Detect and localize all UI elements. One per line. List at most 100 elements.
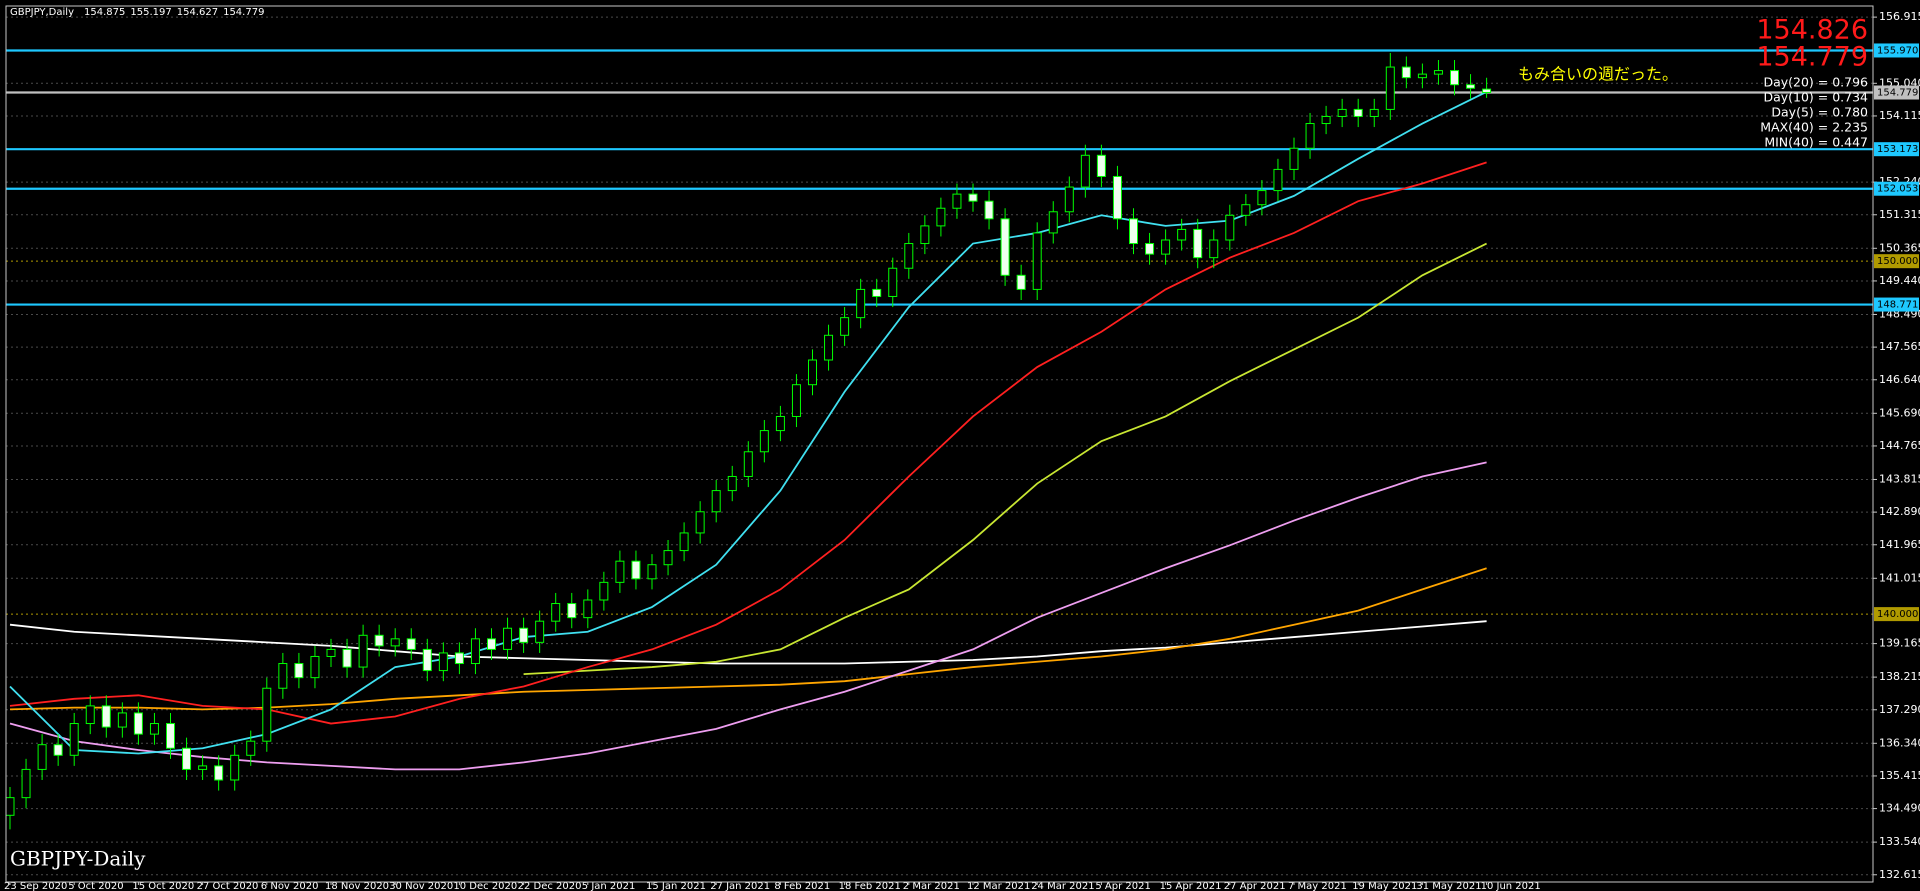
header-low: 154.627	[177, 7, 218, 18]
level-label-box	[1874, 254, 1919, 269]
candle-body	[968, 193, 978, 202]
y-tick-label: 133.540	[1879, 835, 1920, 848]
last-price: 154.779	[1756, 42, 1868, 73]
level-label: 154.779	[1877, 88, 1918, 99]
candle-body	[262, 687, 272, 742]
candle-body	[5, 797, 15, 816]
candle-body	[1161, 239, 1171, 255]
y-tick-label: 135.415	[1879, 769, 1920, 782]
candle-body	[1129, 218, 1138, 245]
y-tick-label: 139.165	[1879, 637, 1920, 650]
label-layer: 156.915155.040154.115152.240151.315150.3…	[4, 10, 1920, 891]
candle-body	[438, 652, 448, 672]
candle-body	[1353, 108, 1363, 117]
watermark: GBPJPY-Daily	[10, 847, 146, 871]
symbol: GBPJPY,Daily	[10, 7, 74, 18]
candle-body	[663, 550, 673, 566]
candle-body	[37, 744, 47, 770]
candle-body	[69, 723, 79, 756]
stat-line: MIN(40) = 0.447	[1764, 135, 1868, 150]
candle-body	[1112, 175, 1122, 220]
y-tick-label: 134.490	[1879, 802, 1920, 815]
candle-body	[695, 511, 705, 534]
x-tick-label: 15 Jan 2021	[646, 881, 706, 891]
candle-body	[1321, 115, 1331, 125]
level-label: 155.970	[1877, 45, 1918, 56]
x-tick-label: 8 Feb 2021	[774, 881, 830, 891]
candle-body	[406, 638, 416, 650]
level-label: 153.173	[1877, 144, 1918, 155]
candle-body	[1289, 147, 1299, 170]
x-tick-label: 31 May 2021	[1416, 881, 1481, 891]
candle-body	[775, 415, 785, 432]
level-label-box	[1874, 85, 1919, 100]
x-tick-label: 27 Apr 2021	[1224, 881, 1286, 891]
candle-body	[1080, 154, 1090, 188]
candle-body	[1225, 214, 1235, 241]
x-tick-label: 19 May 2021	[1352, 881, 1417, 891]
candle-body	[567, 603, 577, 619]
candle-body	[1466, 84, 1476, 89]
candle-body	[727, 475, 737, 492]
level-label: 152.053	[1877, 184, 1918, 195]
moving-average-line	[9, 461, 1487, 771]
candle-body	[872, 288, 882, 297]
candle-body	[1482, 88, 1492, 94]
level-label-box	[1874, 43, 1919, 58]
candle-body	[374, 634, 384, 647]
y-tick-label: 150.365	[1879, 241, 1920, 254]
annotation: もみ合いの週だった。	[1518, 65, 1678, 84]
candle-body	[310, 655, 320, 679]
candle-body	[1273, 168, 1283, 192]
x-tick-label: 22 Dec 2020	[518, 881, 582, 891]
header-close: 154.779	[223, 7, 264, 18]
level-label-box	[1874, 142, 1919, 157]
moving-average-line	[9, 620, 1487, 665]
y-tick-label: 146.640	[1879, 373, 1920, 386]
candle-body	[599, 581, 609, 601]
y-tick-label: 143.815	[1879, 472, 1920, 485]
chart-header: GBPJPY,Daily 154.875 155.197 154.627 154.779	[10, 7, 264, 18]
candle-body	[1000, 218, 1010, 276]
candle-body	[984, 200, 994, 220]
candle-body	[1145, 243, 1155, 255]
bid-price: 154.826	[1756, 15, 1868, 46]
candle-body	[1016, 274, 1026, 290]
y-tick-label: 145.690	[1879, 406, 1920, 419]
candle-body	[679, 532, 689, 552]
moving-average-line	[523, 242, 1487, 676]
x-tick-label: 24 Mar 2021	[1031, 881, 1094, 891]
candle-body	[936, 207, 946, 227]
candle-body	[647, 564, 657, 580]
candle-body	[888, 267, 898, 297]
candle-body	[631, 560, 641, 580]
level-label-box	[1874, 181, 1919, 196]
candle-body	[743, 451, 753, 477]
candle-body	[198, 765, 208, 770]
candle-body	[1064, 186, 1074, 213]
candle-body	[470, 638, 480, 665]
stat-line: Day(5) = 0.780	[1771, 105, 1868, 120]
level-label: 140.000	[1877, 609, 1918, 620]
candle-body	[117, 712, 127, 728]
candle-body	[1193, 228, 1203, 259]
candle-body	[1096, 154, 1106, 177]
candle-body	[278, 663, 288, 689]
line-layer	[6, 49, 1873, 771]
header-high: 155.197	[130, 7, 171, 18]
x-tick-label: 18 Nov 2020	[325, 881, 389, 891]
candle-body	[1337, 108, 1347, 117]
candle-body	[358, 634, 368, 668]
level-label-box	[1874, 607, 1919, 622]
x-tick-label: 27 Jan 2021	[710, 881, 770, 891]
candle-body	[503, 627, 513, 650]
y-tick-label: 147.565	[1879, 340, 1920, 353]
candle-body	[615, 560, 625, 583]
y-tick-label: 136.340	[1879, 736, 1920, 749]
candle-body	[214, 765, 224, 781]
candle-body	[1450, 70, 1459, 86]
plot-frame	[5, 5, 1874, 883]
candle-body	[1305, 123, 1315, 149]
x-tick-label: 5 Jan 2021	[582, 881, 636, 891]
